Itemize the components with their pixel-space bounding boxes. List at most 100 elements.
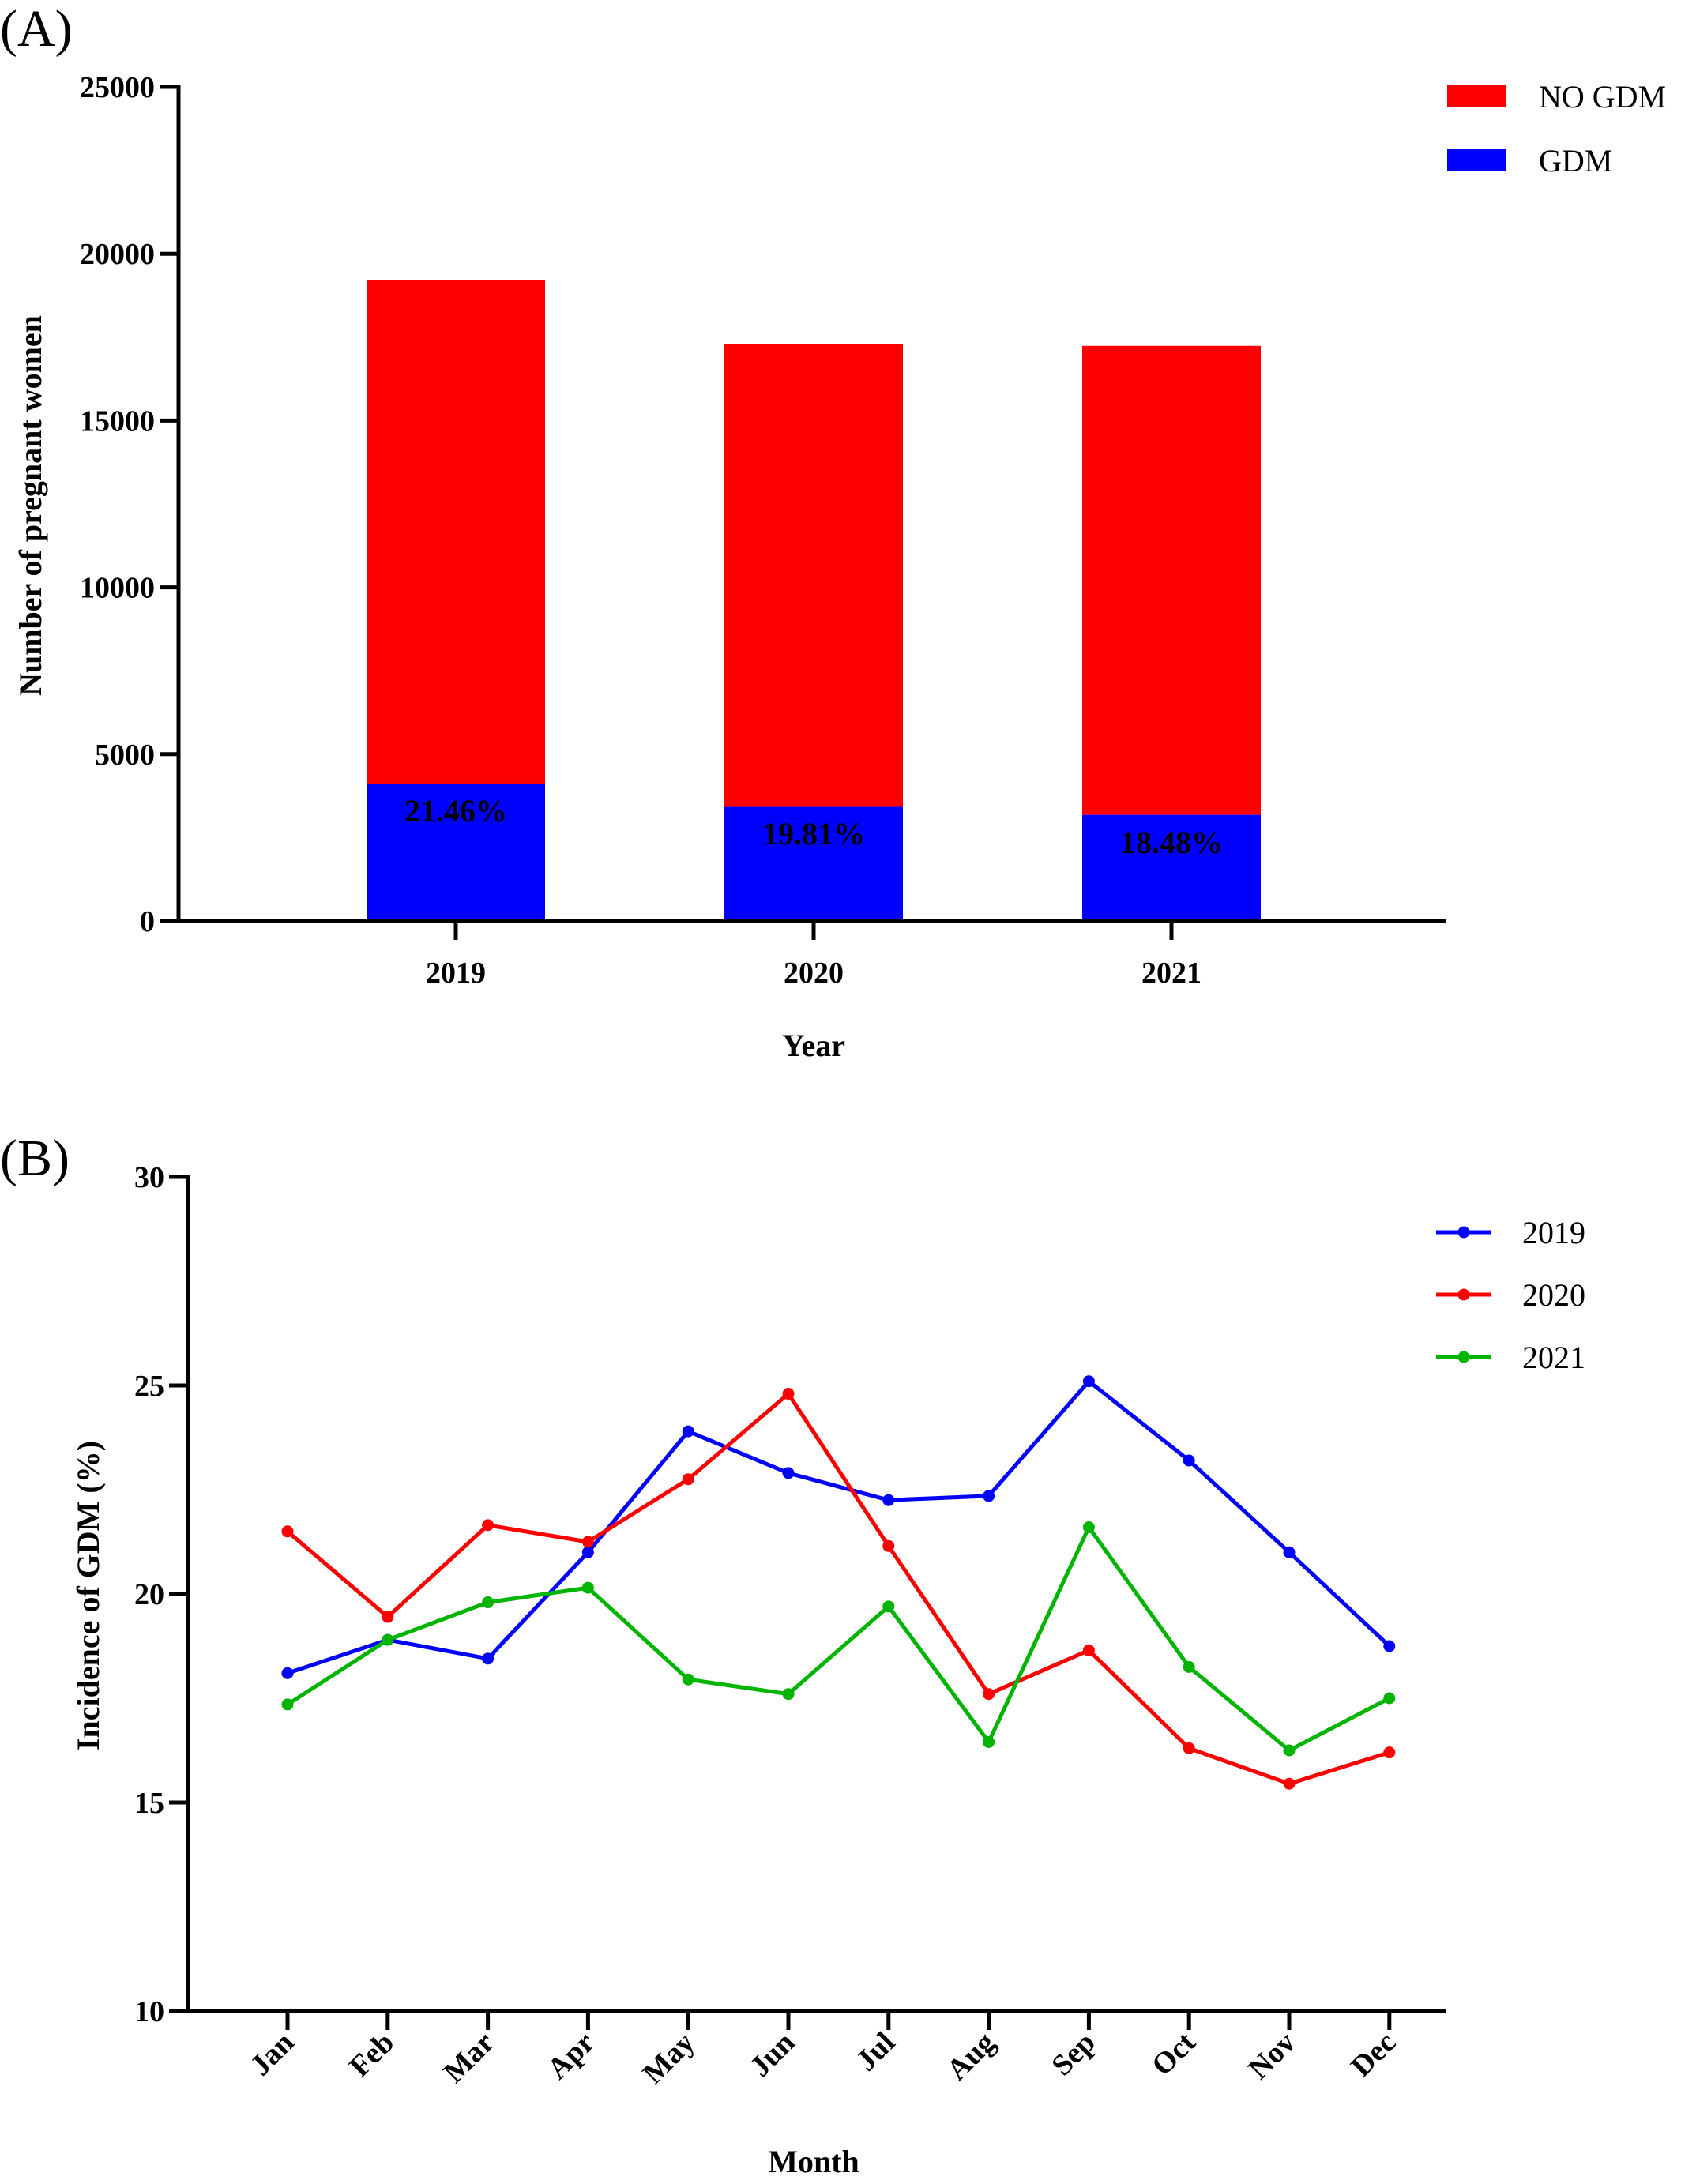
bar-no-gdm-2019 [367, 280, 545, 784]
panel-a-bar-chart: (A) 21.46% 19.81% 18.48% 0 5000 10000 15000 20… [0, 0, 1666, 1063]
point-2019-apr [581, 1546, 594, 1558]
legend-swatch-gdm [1447, 149, 1506, 171]
point-2020-dec [1383, 1746, 1396, 1759]
x-tick-label: Jun [743, 2026, 801, 2084]
x-tick-label: Nov [1242, 2026, 1302, 2086]
point-2021-nov [1283, 1744, 1296, 1757]
x-axis-title: Year [782, 1028, 845, 1063]
point-2021-mar [482, 1596, 495, 1609]
data-label-2020: 19.81% [762, 816, 865, 851]
point-2019-aug [983, 1490, 995, 1502]
point-2019-jun [782, 1467, 795, 1479]
legend: 2019 2020 2021 [1436, 1215, 1585, 1375]
x-tick-label: Sep [1045, 2026, 1102, 2083]
panel-b-label: (B) [0, 1130, 70, 1187]
point-2020-mar [482, 1519, 495, 1532]
x-tick-label: 2019 [426, 957, 486, 990]
bar-group [367, 280, 1261, 921]
series-line-2021 [286, 1525, 1390, 1753]
point-2021-jun [782, 1688, 795, 1701]
bar-no-gdm-2021 [1082, 345, 1261, 815]
series-line-group [286, 1379, 1391, 1786]
panel-b-line-chart: (B) 10 15 20 25 30 Jan Feb Mar Apr May Jun Jul Aug S… [0, 1130, 1585, 2179]
point-2021-oct [1183, 1660, 1195, 1673]
y-tick-label: 10000 [80, 572, 155, 605]
x-tick-label: Oct [1145, 2025, 1202, 2082]
y-tick-label: 20 [134, 1578, 164, 1611]
y-tick-label: 5000 [95, 739, 155, 772]
y-tick-label: 15000 [80, 404, 155, 438]
point-2021-dec [1383, 1692, 1396, 1705]
point-2020-nov [1283, 1777, 1296, 1790]
legend-marker-2021 [1457, 1351, 1470, 1363]
x-tick-label: Apr [541, 2026, 601, 2086]
point-2020-sep [1082, 1644, 1095, 1656]
point-2020-oct [1183, 1742, 1195, 1754]
bar-gdm-2020 [724, 806, 903, 921]
panel-a-label: (A) [0, 0, 73, 58]
point-2019-sep [1082, 1375, 1095, 1388]
point-2020-may [682, 1473, 694, 1486]
point-2020-jul [882, 1539, 895, 1552]
legend-swatch-no-gdm [1447, 85, 1506, 107]
y-tick-label: 0 [140, 905, 155, 938]
y-tick-label: 15 [134, 1787, 164, 1820]
y-axis-title: Number of pregnant women [13, 315, 48, 696]
series-line-2020 [286, 1392, 1390, 1786]
legend-marker-2019 [1457, 1226, 1470, 1239]
x-tick-label: 2020 [784, 957, 844, 990]
y-tick-label: 30 [134, 1161, 164, 1194]
y-tick-label: 20000 [80, 238, 155, 271]
data-label-2019: 21.46% [404, 793, 507, 829]
x-tick-label: Mar [438, 2026, 502, 2090]
point-2021-aug [983, 1735, 995, 1748]
point-2020-apr [581, 1536, 594, 1548]
point-2019-nov [1283, 1546, 1296, 1558]
x-tick-label: Jan [244, 2026, 301, 2083]
y-tick-label: 10 [134, 1995, 164, 2028]
axes [176, 85, 1446, 923]
point-2019-jul [882, 1494, 895, 1506]
y-tick-label: 25 [134, 1370, 164, 1403]
point-2020-feb [382, 1611, 394, 1623]
point-2019-dec [1383, 1640, 1396, 1652]
y-axis-title: Incidence of GDM (%) [70, 1441, 106, 1750]
point-2021-jul [882, 1600, 895, 1613]
x-tick-group: Jan Feb Mar Apr May Jun Jul Aug Sep Oct Nov Dec [244, 2011, 1402, 2091]
legend-marker-2020 [1457, 1288, 1470, 1301]
point-2020-aug [983, 1688, 995, 1701]
bar-no-gdm-2020 [724, 344, 903, 807]
data-label-2021: 18.48% [1120, 825, 1223, 860]
legend-label-no-gdm: NO GDM [1539, 79, 1666, 115]
point-2019-oct [1183, 1454, 1195, 1467]
point-2021-feb [382, 1633, 394, 1646]
x-tick-label: Jul [850, 2026, 902, 2078]
y-tick-group: 10 15 20 25 30 [134, 1161, 188, 2028]
series-line-2019 [287, 1379, 1391, 1675]
point-2020-jun [782, 1388, 795, 1400]
legend-label-2020: 2020 [1522, 1277, 1585, 1313]
point-2019-jan [281, 1667, 294, 1679]
axes [186, 1175, 1446, 2013]
x-tick-group: 2019 2020 2021 [426, 921, 1202, 990]
point-2021-apr [581, 1581, 594, 1594]
point-2021-may [682, 1673, 694, 1686]
bar-gdm-2021 [1082, 814, 1261, 921]
x-axis-title: Month [768, 2144, 859, 2179]
x-tick-label: Aug [940, 2026, 1001, 2087]
point-2019-may [682, 1425, 694, 1438]
x-tick-label: Dec [1344, 2026, 1402, 2084]
x-tick-label: Feb [343, 2026, 401, 2084]
x-tick-label: May [637, 2026, 701, 2091]
y-tick-group: 0 5000 10000 15000 20000 25000 [80, 71, 179, 938]
data-label-group: 21.46% 19.81% 18.48% [404, 793, 1223, 860]
bar-gdm-2019 [367, 783, 545, 921]
legend-label-gdm: GDM [1539, 143, 1612, 179]
point-group [281, 1375, 1396, 1790]
point-2019-mar [482, 1652, 495, 1665]
y-tick-label: 25000 [80, 71, 155, 104]
point-2021-sep [1082, 1521, 1095, 1534]
x-tick-label: 2021 [1141, 957, 1202, 990]
legend-label-2019: 2019 [1522, 1215, 1585, 1250]
